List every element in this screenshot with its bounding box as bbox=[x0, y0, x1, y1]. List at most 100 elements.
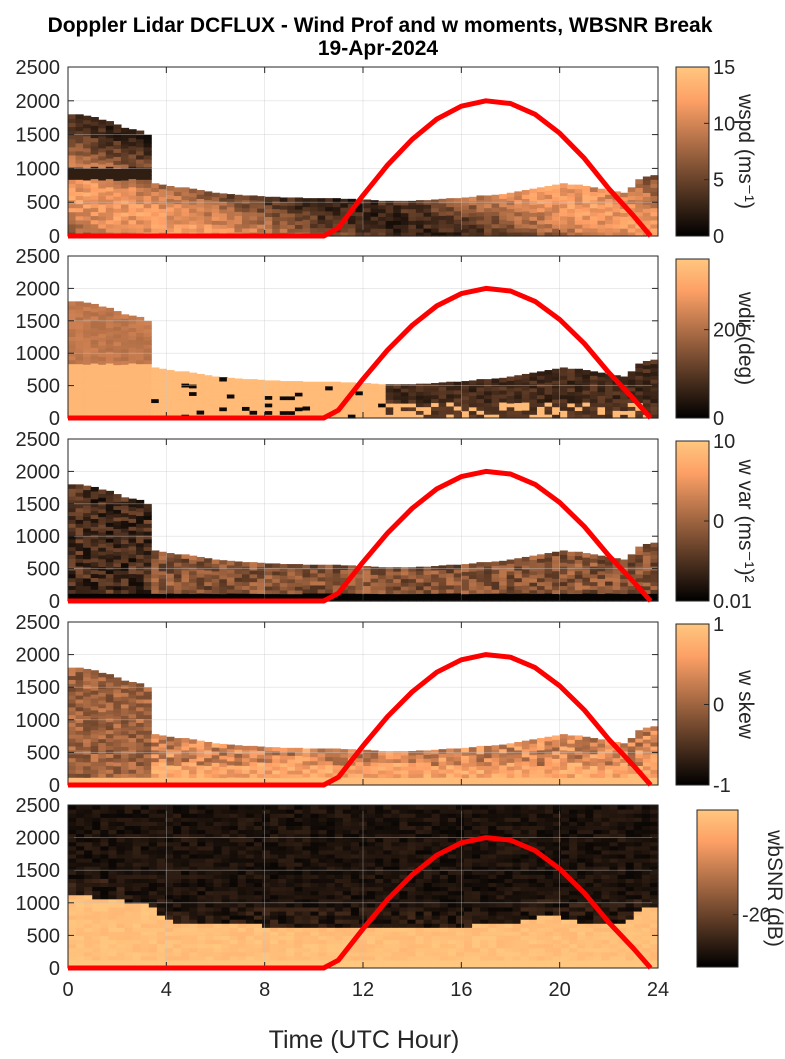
heatmap-cell bbox=[124, 906, 134, 912]
heatmap-cell bbox=[438, 223, 447, 229]
heatmap-cell bbox=[158, 762, 167, 767]
heatmap-cell bbox=[136, 757, 145, 763]
heatmap-cell bbox=[173, 375, 183, 380]
heatmap-cell bbox=[408, 586, 417, 591]
heatmap-cell bbox=[128, 589, 137, 594]
heatmap-cell bbox=[279, 755, 288, 760]
heatmap-cell bbox=[113, 715, 122, 721]
heatmap-cell bbox=[514, 227, 523, 233]
heatmap-cell bbox=[325, 576, 334, 582]
heatmap-cell bbox=[173, 923, 182, 928]
heatmap-cell bbox=[491, 198, 500, 204]
heatmap-cell bbox=[156, 951, 166, 957]
heatmap-cell bbox=[68, 550, 77, 555]
heatmap-cell bbox=[650, 379, 659, 384]
heatmap-cell bbox=[612, 383, 621, 388]
heatmap-cell bbox=[68, 379, 77, 384]
heatmap-cell bbox=[325, 198, 334, 203]
heatmap-cell bbox=[385, 204, 394, 210]
heatmap-cell bbox=[156, 919, 166, 924]
heatmap-cell bbox=[75, 134, 84, 140]
heatmap-cell bbox=[120, 562, 130, 568]
heatmap-cell bbox=[559, 741, 568, 747]
heatmap-cell bbox=[302, 584, 311, 590]
heatmap-cell bbox=[68, 581, 77, 587]
heatmap-cell bbox=[317, 202, 326, 208]
heatmap-cell bbox=[453, 776, 462, 782]
heatmap-cell bbox=[446, 405, 455, 411]
heatmap-cell bbox=[75, 316, 84, 322]
heatmap-cell bbox=[98, 341, 107, 346]
heatmap-cell bbox=[438, 573, 447, 578]
heatmap-cell bbox=[143, 566, 152, 571]
heatmap-cell bbox=[317, 397, 326, 403]
heatmap-cell bbox=[491, 227, 500, 233]
heatmap-cell bbox=[499, 227, 508, 233]
heatmap-cell bbox=[181, 386, 190, 392]
heatmap-cell bbox=[378, 773, 387, 779]
heatmap-cell bbox=[241, 593, 251, 598]
heatmap-cell bbox=[75, 162, 84, 168]
heatmap-cell bbox=[461, 403, 470, 408]
heatmap-cell bbox=[506, 414, 515, 419]
heatmap-cell bbox=[196, 377, 205, 383]
heatmap-cell bbox=[302, 405, 311, 411]
heatmap-cell bbox=[234, 382, 243, 387]
heatmap-cell bbox=[317, 748, 326, 754]
heatmap-cell bbox=[491, 390, 500, 395]
heatmap-cell bbox=[132, 813, 142, 818]
y-tick-label: 2500 bbox=[16, 246, 61, 268]
heatmap-cell bbox=[100, 825, 110, 831]
heatmap-cell bbox=[158, 758, 167, 763]
heatmap-cell bbox=[484, 569, 493, 575]
heatmap-cell bbox=[120, 574, 130, 579]
heatmap-cell bbox=[491, 414, 500, 419]
heatmap-cell bbox=[98, 551, 107, 556]
heatmap-cell bbox=[84, 910, 93, 916]
heatmap-cell bbox=[105, 721, 114, 727]
heatmap-cell bbox=[143, 146, 152, 152]
heatmap-cell bbox=[552, 765, 561, 771]
heatmap-cell bbox=[552, 739, 561, 744]
heatmap-cell bbox=[83, 115, 92, 121]
heatmap-cell bbox=[76, 906, 85, 912]
heatmap-cell bbox=[559, 562, 568, 567]
heatmap-cell bbox=[100, 919, 110, 924]
heatmap-cell bbox=[181, 398, 190, 404]
heatmap-cell bbox=[506, 410, 515, 415]
heatmap-cell bbox=[605, 219, 614, 225]
heatmap-cell bbox=[189, 750, 198, 756]
heatmap-cell bbox=[173, 837, 182, 843]
heatmap-cell bbox=[143, 171, 152, 176]
heatmap-cell bbox=[143, 757, 152, 763]
heatmap-cell bbox=[158, 383, 167, 389]
heatmap-cell bbox=[355, 227, 364, 233]
heatmap-cell bbox=[491, 386, 500, 391]
colorbar-tick-label: 0 bbox=[713, 408, 724, 430]
heatmap-cell bbox=[75, 355, 84, 361]
heatmap-cell bbox=[173, 777, 183, 782]
heatmap-cell bbox=[370, 216, 379, 221]
heatmap-cell bbox=[249, 749, 258, 755]
heatmap-cell bbox=[415, 391, 425, 396]
heatmap-cell bbox=[302, 748, 311, 754]
heatmap-cell bbox=[385, 762, 394, 767]
heatmap-cell bbox=[136, 219, 145, 225]
heatmap-cell bbox=[529, 200, 538, 206]
heatmap-cell bbox=[204, 765, 213, 770]
heatmap-cell bbox=[189, 399, 198, 404]
heatmap-cell bbox=[264, 578, 273, 583]
heatmap-cell bbox=[529, 773, 538, 778]
heatmap-cell bbox=[234, 410, 243, 415]
heatmap-cell bbox=[241, 569, 251, 575]
heatmap-cell bbox=[68, 122, 77, 128]
heatmap-cell bbox=[363, 414, 372, 419]
heatmap-cell bbox=[605, 760, 614, 766]
heatmap-cell bbox=[423, 402, 432, 408]
heatmap-cell bbox=[559, 769, 568, 774]
heatmap-cell bbox=[310, 227, 319, 233]
heatmap-cell bbox=[559, 215, 568, 221]
heatmap-cell bbox=[128, 557, 137, 563]
heatmap-cell bbox=[589, 211, 599, 217]
heatmap-cell bbox=[612, 227, 621, 233]
